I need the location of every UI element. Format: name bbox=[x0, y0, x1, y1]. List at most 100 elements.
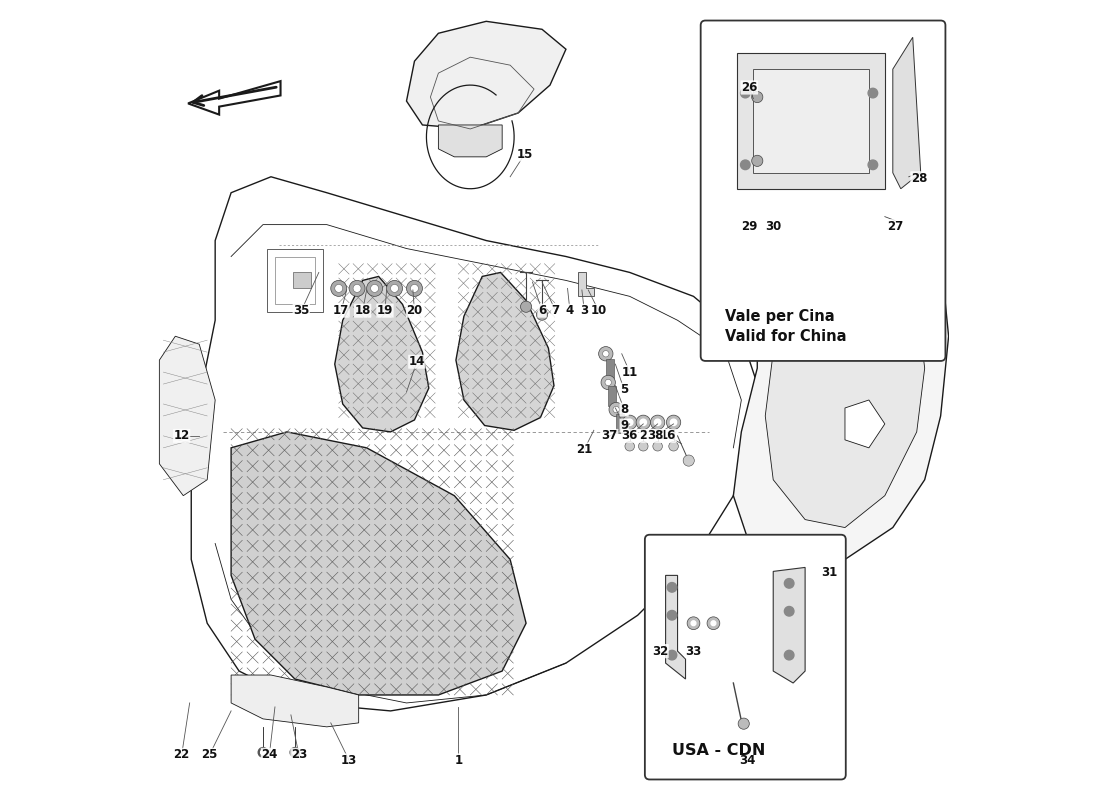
Text: 4: 4 bbox=[565, 304, 574, 318]
Circle shape bbox=[669, 442, 679, 451]
Polygon shape bbox=[294, 273, 311, 288]
Bar bbox=[616, 414, 624, 434]
Circle shape bbox=[707, 617, 719, 630]
Circle shape bbox=[605, 379, 612, 386]
Text: 33: 33 bbox=[685, 645, 702, 658]
Circle shape bbox=[601, 375, 615, 390]
Text: 8: 8 bbox=[620, 403, 628, 416]
Text: 23: 23 bbox=[290, 748, 307, 762]
Circle shape bbox=[636, 415, 650, 430]
Circle shape bbox=[683, 455, 694, 466]
Circle shape bbox=[410, 285, 418, 292]
Text: Vale per Cina: Vale per Cina bbox=[725, 309, 835, 324]
Polygon shape bbox=[578, 273, 594, 296]
Text: 30: 30 bbox=[766, 220, 781, 233]
Polygon shape bbox=[666, 575, 685, 679]
Circle shape bbox=[740, 160, 750, 170]
Polygon shape bbox=[231, 432, 526, 695]
Text: 29: 29 bbox=[741, 220, 758, 233]
Circle shape bbox=[784, 650, 794, 660]
Circle shape bbox=[738, 718, 749, 730]
Polygon shape bbox=[191, 177, 757, 711]
Circle shape bbox=[627, 419, 632, 426]
Polygon shape bbox=[188, 81, 280, 114]
Text: 1: 1 bbox=[454, 754, 462, 767]
Text: 9: 9 bbox=[620, 419, 628, 432]
Polygon shape bbox=[734, 209, 948, 567]
Text: 37: 37 bbox=[602, 430, 618, 442]
Text: 22: 22 bbox=[174, 748, 190, 762]
Text: 18: 18 bbox=[354, 304, 371, 318]
Text: 16: 16 bbox=[660, 430, 676, 442]
Circle shape bbox=[386, 281, 403, 296]
Text: 36: 36 bbox=[621, 430, 638, 442]
Circle shape bbox=[293, 750, 297, 754]
Circle shape bbox=[603, 350, 609, 357]
Polygon shape bbox=[231, 675, 359, 727]
Text: 17: 17 bbox=[333, 304, 350, 318]
Circle shape bbox=[751, 155, 763, 166]
Text: 13: 13 bbox=[341, 754, 358, 767]
Circle shape bbox=[334, 285, 343, 292]
Polygon shape bbox=[845, 400, 884, 448]
Circle shape bbox=[650, 415, 664, 430]
Circle shape bbox=[623, 415, 637, 430]
Polygon shape bbox=[439, 125, 503, 157]
Circle shape bbox=[691, 621, 696, 626]
Circle shape bbox=[740, 88, 750, 98]
Circle shape bbox=[654, 419, 661, 426]
Text: 24: 24 bbox=[261, 748, 277, 762]
Text: 27: 27 bbox=[887, 220, 903, 233]
Circle shape bbox=[598, 346, 613, 361]
FancyBboxPatch shape bbox=[701, 21, 945, 361]
Circle shape bbox=[667, 415, 681, 430]
Circle shape bbox=[868, 160, 878, 170]
Text: 26: 26 bbox=[741, 81, 758, 94]
Text: 11: 11 bbox=[621, 366, 638, 378]
Text: USA - CDN: USA - CDN bbox=[672, 743, 766, 758]
Circle shape bbox=[784, 578, 794, 588]
Polygon shape bbox=[407, 22, 565, 129]
Text: Valid for China: Valid for China bbox=[725, 329, 847, 344]
Text: 10: 10 bbox=[591, 304, 607, 318]
Polygon shape bbox=[773, 567, 805, 683]
Text: 6: 6 bbox=[538, 304, 547, 318]
Circle shape bbox=[868, 88, 878, 98]
Bar bbox=[754, 69, 869, 173]
Text: 12: 12 bbox=[174, 430, 190, 442]
Circle shape bbox=[640, 419, 647, 426]
Circle shape bbox=[638, 442, 648, 451]
Circle shape bbox=[390, 285, 398, 292]
Text: 19: 19 bbox=[377, 304, 393, 318]
Bar bbox=[737, 54, 884, 189]
Text: 32: 32 bbox=[652, 645, 668, 658]
Text: 25: 25 bbox=[201, 748, 218, 762]
Circle shape bbox=[609, 402, 624, 417]
Text: 7: 7 bbox=[551, 304, 560, 318]
Circle shape bbox=[407, 281, 422, 296]
Circle shape bbox=[261, 750, 265, 754]
Text: a passion for parts since 1985: a passion for parts since 1985 bbox=[307, 407, 666, 568]
Text: 5: 5 bbox=[620, 383, 628, 396]
Polygon shape bbox=[893, 38, 921, 189]
Text: 28: 28 bbox=[911, 172, 927, 185]
Circle shape bbox=[711, 621, 716, 626]
Text: 2: 2 bbox=[639, 430, 647, 442]
Circle shape bbox=[349, 281, 365, 296]
Circle shape bbox=[668, 582, 676, 592]
Circle shape bbox=[371, 285, 378, 292]
Circle shape bbox=[668, 610, 676, 620]
Polygon shape bbox=[334, 277, 429, 432]
Text: 15: 15 bbox=[516, 148, 532, 161]
Polygon shape bbox=[766, 257, 925, 527]
Circle shape bbox=[290, 747, 299, 757]
Circle shape bbox=[652, 442, 662, 451]
Circle shape bbox=[751, 91, 763, 102]
Circle shape bbox=[784, 606, 794, 616]
Circle shape bbox=[331, 281, 346, 296]
Text: 35: 35 bbox=[293, 304, 309, 318]
Text: 14: 14 bbox=[409, 355, 425, 368]
Circle shape bbox=[537, 309, 548, 320]
Text: 3: 3 bbox=[580, 304, 588, 318]
Circle shape bbox=[670, 419, 676, 426]
